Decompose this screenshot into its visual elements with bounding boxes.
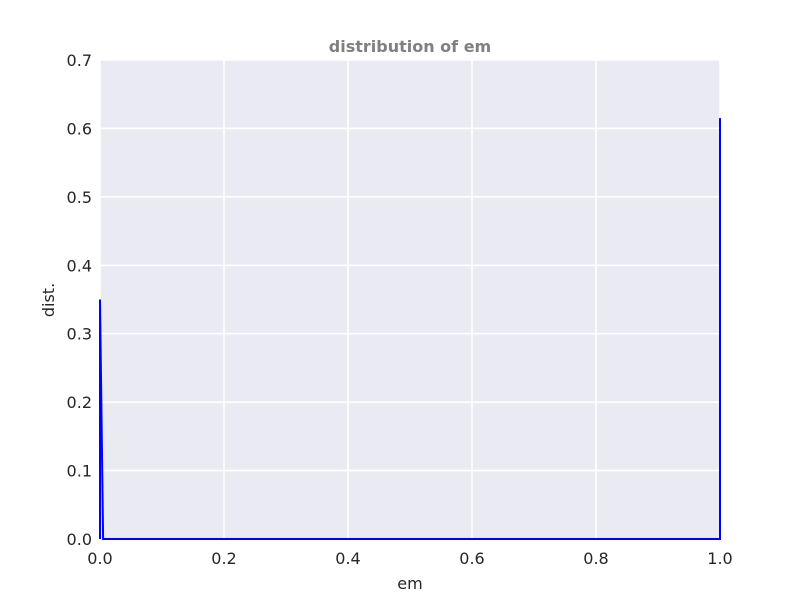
y-axis-label: dist. (39, 283, 58, 317)
series-group (99, 118, 721, 540)
y-tick-labels: 0.0 0.1 0.2 0.3 0.4 0.5 0.6 0.7 (67, 51, 92, 549)
y-tick-label: 0.2 (67, 393, 92, 412)
x-tick-label: 0.4 (335, 549, 360, 568)
x-tick-label: 0.2 (211, 549, 236, 568)
y-tick-label: 0.1 (67, 462, 92, 481)
x-axis-label: em (397, 574, 422, 593)
x-tick-labels: 0.0 0.2 0.4 0.6 0.8 1.0 (87, 549, 732, 568)
y-tick-label: 0.7 (67, 51, 92, 70)
plot-area (100, 60, 720, 539)
y-tick-label: 0.0 (67, 530, 92, 549)
x-tick-label: 0.6 (459, 549, 484, 568)
y-tick-label: 0.5 (67, 188, 92, 207)
x-tick-label: 0.0 (87, 549, 112, 568)
x-tick-label: 1.0 (707, 549, 732, 568)
chart-title: distribution of em (329, 37, 491, 56)
y-tick-label: 0.4 (67, 256, 92, 275)
y-tick-label: 0.3 (67, 325, 92, 344)
series-line (99, 118, 721, 540)
y-tick-label: 0.6 (67, 119, 92, 138)
x-tick-label: 0.8 (583, 549, 608, 568)
